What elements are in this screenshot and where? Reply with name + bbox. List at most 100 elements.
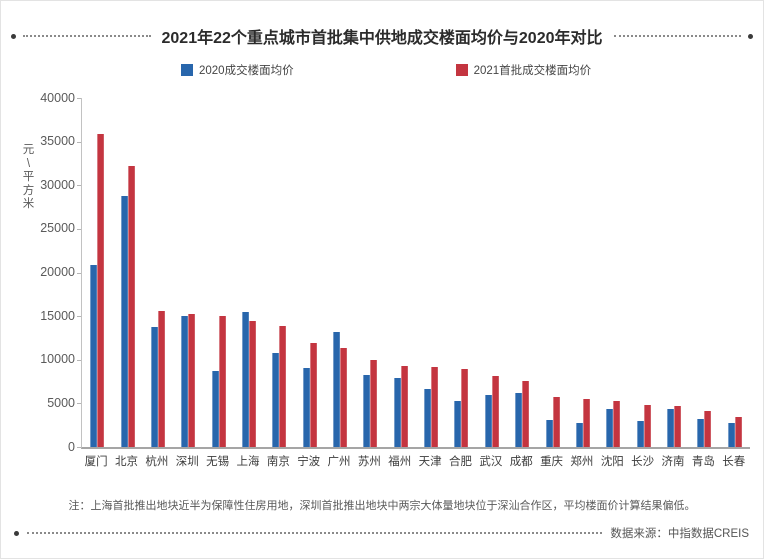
- bar-group-郑州: [568, 98, 598, 447]
- x-label-杭州: 杭州: [145, 456, 169, 468]
- x-label-厦门: 厦门: [84, 456, 108, 468]
- x-label-南京: 南京: [266, 456, 290, 468]
- bar-2020成交楼面均价-杭州: [150, 327, 158, 447]
- bar-group-南京: [264, 98, 294, 447]
- y-unit-char: 方: [22, 184, 35, 197]
- y-tick-mark: [77, 98, 81, 99]
- bar-group-福州: [386, 98, 416, 447]
- bar-2021首批成交楼面均价-广州: [340, 348, 348, 447]
- bar-2020成交楼面均价-宁波: [302, 368, 310, 447]
- bar-2021首批成交楼面均价-厦门: [97, 133, 105, 447]
- x-label-成都: 成都: [509, 456, 533, 468]
- footnote: 注：上海首批推出地块近半为保障性住房用地，深圳首批推出地块中两宗大体量地块位于深…: [68, 500, 696, 512]
- bar-group-宁波: [295, 98, 325, 447]
- bar-2021首批成交楼面均价-深圳: [188, 313, 196, 447]
- source-row: 数据来源：中指数据CREIS: [14, 525, 749, 541]
- bar-2020成交楼面均价-福州: [393, 378, 401, 447]
- bar-2021首批成交楼面均价-成都: [522, 381, 530, 447]
- bar-group-厦门: [82, 98, 112, 447]
- x-axis-labels: 厦门 北京 杭州 深圳 无锡 上海 南京 宁波 广州 苏州 福州 天津 合肥 武汉 成都 重庆 郑州 沈阳 长沙 济南…: [81, 453, 749, 469]
- title-rule-left: [23, 35, 151, 37]
- bar-group-成都: [507, 98, 537, 447]
- title-rule-right: [613, 35, 741, 37]
- y-axis-labels: 0 5000 10000 15000 20000 25000 30000 35000 40000: [25, 91, 75, 453]
- legend: 2020成交楼面均价 2021首批成交楼面均价: [181, 62, 591, 78]
- bar-2021首批成交楼面均价-长沙: [643, 405, 651, 447]
- data-source: 数据来源：中指数据CREIS: [610, 528, 749, 540]
- bar-2020成交楼面均价-长沙: [636, 421, 644, 447]
- x-label-北京: 北京: [115, 456, 139, 468]
- bar-group-长沙: [628, 98, 658, 447]
- legend-label-2020: 2020成交楼面均价: [199, 65, 294, 77]
- bar-2021首批成交楼面均价-重庆: [552, 396, 560, 447]
- y-tick-label: 5000: [47, 395, 75, 410]
- bar-group-合肥: [446, 98, 476, 447]
- x-label-青岛: 青岛: [691, 456, 715, 468]
- source-rule-dot: [14, 530, 19, 536]
- bar-2021首批成交楼面均价-福州: [400, 366, 408, 447]
- y-tick-label: 35000: [40, 134, 75, 149]
- bar-group-重庆: [537, 98, 567, 447]
- legend-swatch-2021: [455, 64, 468, 76]
- bar-2020成交楼面均价-成都: [515, 392, 523, 447]
- y-tick-mark: [77, 316, 81, 318]
- bar-group-武汉: [477, 98, 507, 447]
- bar-2020成交楼面均价-厦门: [90, 264, 98, 447]
- y-tick-mark: [77, 141, 81, 143]
- bar-2020成交楼面均价-无锡: [211, 371, 219, 447]
- bar-2020成交楼面均价-深圳: [181, 316, 189, 447]
- bar-2020成交楼面均价-上海: [241, 311, 249, 447]
- bar-group-广州: [325, 98, 355, 447]
- bar-2021首批成交楼面均价-长春: [734, 417, 742, 447]
- y-tick-label: 30000: [40, 177, 75, 192]
- legend-item-2020: 2020成交楼面均价: [181, 62, 294, 78]
- y-tick-label: 40000: [40, 90, 75, 105]
- x-label-广州: 广州: [327, 456, 351, 468]
- bar-group-长春: [720, 98, 750, 447]
- y-unit-char: 平: [22, 171, 35, 183]
- bar-group-北京: [112, 98, 142, 447]
- y-tick-label: 0: [68, 439, 75, 454]
- x-label-长春: 长春: [722, 456, 746, 468]
- bar-2020成交楼面均价-广州: [333, 331, 341, 447]
- x-label-沈阳: 沈阳: [600, 456, 624, 468]
- bar-2020成交楼面均价-青岛: [697, 419, 705, 447]
- y-unit-char: \: [26, 157, 31, 170]
- y-tick-label: 20000: [40, 265, 75, 279]
- bar-2021首批成交楼面均价-武汉: [491, 376, 499, 447]
- bar-2021首批成交楼面均价-天津: [431, 367, 439, 447]
- bar-group-无锡: [203, 98, 233, 447]
- y-tick-label: 10000: [40, 352, 75, 367]
- source-rule: [27, 532, 603, 534]
- bar-group-沈阳: [598, 98, 628, 447]
- bar-2021首批成交楼面均价-济南: [674, 405, 681, 447]
- rule-left-dot: [11, 33, 16, 39]
- y-tick-label: 15000: [40, 308, 75, 323]
- bar-group-杭州: [143, 98, 173, 447]
- x-label-苏州: 苏州: [357, 456, 381, 468]
- rule-right-dot: [748, 33, 753, 39]
- bar-2021首批成交楼面均价-郑州: [582, 398, 590, 447]
- bar-2021首批成交楼面均价-杭州: [157, 311, 165, 447]
- x-label-宁波: 宁波: [297, 456, 321, 468]
- x-label-重庆: 重庆: [540, 456, 564, 468]
- bar-2020成交楼面均价-天津: [424, 388, 432, 447]
- bar-chart-plot-area: [77, 98, 750, 449]
- title-row: 2021年22个重点城市首批集中供地成交楼面均价与2020年对比: [11, 24, 753, 48]
- y-tick-mark: [77, 185, 81, 187]
- bar-group-苏州: [355, 98, 385, 447]
- y-tick-mark: [77, 359, 81, 361]
- bar-group-青岛: [689, 98, 719, 447]
- y-tick-mark: [77, 403, 81, 405]
- bar-2021首批成交楼面均价-北京: [127, 166, 135, 447]
- bar-2020成交楼面均价-长春: [727, 423, 735, 447]
- y-axis-unit-label: 元 \ 平方米: [22, 144, 35, 212]
- bar-2021首批成交楼面均价-沈阳: [613, 400, 621, 447]
- y-tick-label: 25000: [40, 221, 75, 236]
- bar-group-天津: [416, 98, 446, 447]
- bar-2021首批成交楼面均价-青岛: [704, 411, 712, 447]
- x-label-深圳: 深圳: [175, 456, 199, 468]
- y-tick-mark: [77, 272, 81, 274]
- bar-2020成交楼面均价-济南: [667, 409, 674, 447]
